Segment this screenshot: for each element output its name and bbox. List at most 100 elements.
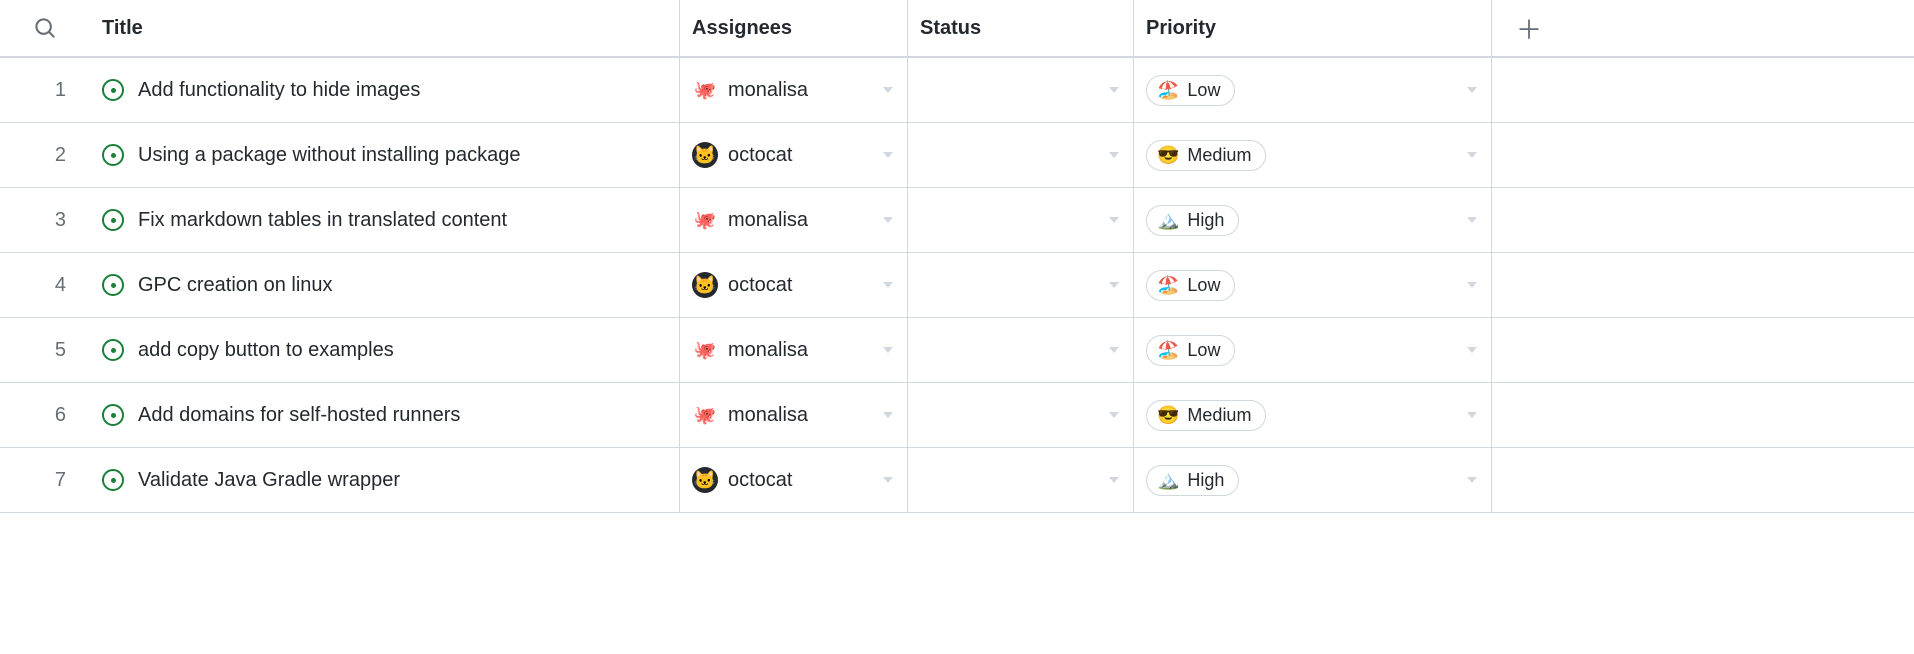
add-column-button[interactable]: ＋ <box>1492 0 1914 56</box>
chevron-down-icon <box>1467 87 1477 93</box>
chevron-down-icon <box>1109 87 1119 93</box>
assignees-cell[interactable]: 🐱 octocat <box>680 448 908 512</box>
priority-emoji-icon: 🏖️ <box>1157 80 1179 101</box>
column-header-status-label: Status <box>920 17 981 40</box>
priority-label: Medium <box>1187 405 1251 426</box>
priority-cell[interactable]: 😎 Medium <box>1134 383 1492 447</box>
priority-cell[interactable]: 🏖️ Low <box>1134 253 1492 317</box>
avatar: 🐙 <box>692 402 718 428</box>
row-number: 4 <box>0 253 90 317</box>
priority-label: High <box>1187 210 1224 231</box>
issue-title: Using a package without installing packa… <box>138 144 520 167</box>
title-cell[interactable]: Validate Java Gradle wrapper <box>90 448 680 512</box>
title-cell[interactable]: Fix markdown tables in translated conten… <box>90 188 680 252</box>
row-number-text: 6 <box>55 404 66 427</box>
priority-emoji-icon: 😎 <box>1157 145 1179 166</box>
status-cell[interactable] <box>908 253 1134 317</box>
priority-label: Medium <box>1187 145 1251 166</box>
status-cell[interactable] <box>908 448 1134 512</box>
chevron-down-icon <box>1467 152 1477 158</box>
issue-open-icon <box>102 144 124 166</box>
chevron-down-icon <box>1109 217 1119 223</box>
column-header-assignees[interactable]: Assignees <box>680 0 908 56</box>
priority-pill: 🏔️ High <box>1146 205 1239 236</box>
title-cell[interactable]: GPC creation on linux <box>90 253 680 317</box>
search-cell[interactable] <box>0 0 90 56</box>
status-cell[interactable] <box>908 318 1134 382</box>
table-row[interactable]: 2 Using a package without installing pac… <box>0 123 1914 188</box>
assignees-cell[interactable]: 🐙 monalisa <box>680 58 908 122</box>
column-header-status[interactable]: Status <box>908 0 1134 56</box>
assignees-cell[interactable]: 🐙 monalisa <box>680 188 908 252</box>
issue-open-icon <box>102 404 124 426</box>
priority-pill: 😎 Medium <box>1146 400 1266 431</box>
issue-title: Add domains for self-hosted runners <box>138 404 460 427</box>
chevron-down-icon <box>1467 347 1477 353</box>
row-extra-cell <box>1492 58 1914 122</box>
chevron-down-icon <box>1109 347 1119 353</box>
assignees-cell[interactable]: 🐙 monalisa <box>680 318 908 382</box>
plus-icon: ＋ <box>1516 10 1542 47</box>
priority-cell[interactable]: 🏖️ Low <box>1134 58 1492 122</box>
row-number-text: 7 <box>55 469 66 492</box>
status-cell[interactable] <box>908 188 1134 252</box>
table-row[interactable]: 7 Validate Java Gradle wrapper 🐱 octocat… <box>0 448 1914 513</box>
table-row[interactable]: 5 add copy button to examples 🐙 monalisa… <box>0 318 1914 383</box>
column-header-priority[interactable]: Priority <box>1134 0 1492 56</box>
row-extra-cell <box>1492 253 1914 317</box>
assignees-cell[interactable]: 🐱 octocat <box>680 253 908 317</box>
assignee-name: octocat <box>728 469 792 492</box>
row-number: 7 <box>0 448 90 512</box>
assignee-name: monalisa <box>728 339 808 362</box>
issue-open-icon <box>102 79 124 101</box>
row-number: 3 <box>0 188 90 252</box>
table-row[interactable]: 1 Add functionality to hide images 🐙 mon… <box>0 58 1914 123</box>
issue-title: Validate Java Gradle wrapper <box>138 469 400 492</box>
issue-open-icon <box>102 469 124 491</box>
row-number-text: 3 <box>55 209 66 232</box>
issue-open-icon <box>102 274 124 296</box>
priority-cell[interactable]: 🏖️ Low <box>1134 318 1492 382</box>
row-extra-cell <box>1492 448 1914 512</box>
chevron-down-icon <box>883 87 893 93</box>
row-extra-cell <box>1492 383 1914 447</box>
row-number-text: 2 <box>55 144 66 167</box>
row-extra-cell <box>1492 123 1914 187</box>
column-header-title[interactable]: Title <box>90 0 680 56</box>
table-row[interactable]: 4 GPC creation on linux 🐱 octocat 🏖️ Low <box>0 253 1914 318</box>
priority-cell[interactable]: 🏔️ High <box>1134 448 1492 512</box>
chevron-down-icon <box>1467 477 1477 483</box>
priority-emoji-icon: 😎 <box>1157 405 1179 426</box>
table-row[interactable]: 3 Fix markdown tables in translated cont… <box>0 188 1914 253</box>
title-cell[interactable]: Using a package without installing packa… <box>90 123 680 187</box>
chevron-down-icon <box>1467 217 1477 223</box>
table-header-row: Title Assignees Status Priority ＋ <box>0 0 1914 58</box>
status-cell[interactable] <box>908 383 1134 447</box>
issue-title: Fix markdown tables in translated conten… <box>138 209 507 232</box>
issue-open-icon <box>102 209 124 231</box>
title-cell[interactable]: Add domains for self-hosted runners <box>90 383 680 447</box>
chevron-down-icon <box>1109 412 1119 418</box>
status-cell[interactable] <box>908 123 1134 187</box>
chevron-down-icon <box>883 217 893 223</box>
title-cell[interactable]: Add functionality to hide images <box>90 58 680 122</box>
row-extra-cell <box>1492 318 1914 382</box>
priority-cell[interactable]: 🏔️ High <box>1134 188 1492 252</box>
assignees-cell[interactable]: 🐱 octocat <box>680 123 908 187</box>
issue-open-icon <box>102 339 124 361</box>
row-number-text: 5 <box>55 339 66 362</box>
priority-emoji-icon: 🏔️ <box>1157 210 1179 231</box>
priority-cell[interactable]: 😎 Medium <box>1134 123 1492 187</box>
title-cell[interactable]: add copy button to examples <box>90 318 680 382</box>
column-header-assignees-label: Assignees <box>692 17 792 40</box>
chevron-down-icon <box>883 412 893 418</box>
chevron-down-icon <box>1467 412 1477 418</box>
priority-label: Low <box>1187 340 1220 361</box>
assignee-name: octocat <box>728 274 792 297</box>
issue-title: Add functionality to hide images <box>138 79 420 102</box>
assignee-name: monalisa <box>728 209 808 232</box>
status-cell[interactable] <box>908 58 1134 122</box>
assignees-cell[interactable]: 🐙 monalisa <box>680 383 908 447</box>
row-number-text: 4 <box>55 274 66 297</box>
table-row[interactable]: 6 Add domains for self-hosted runners 🐙 … <box>0 383 1914 448</box>
